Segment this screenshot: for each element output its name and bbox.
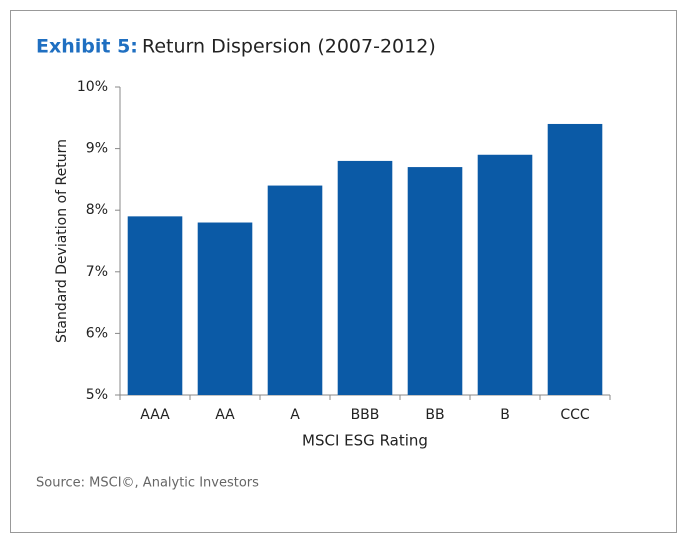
x-tick-label: AAA xyxy=(140,407,170,423)
bar xyxy=(477,154,533,395)
x-axis-title: MSCI ESG Rating xyxy=(302,432,428,450)
x-tick-label: CCC xyxy=(560,407,590,423)
bar xyxy=(197,222,253,395)
y-tick-label: 6% xyxy=(86,325,108,341)
bar xyxy=(337,160,393,395)
x-tick-label: AA xyxy=(215,407,235,423)
y-tick-label: 8% xyxy=(86,202,108,218)
x-tick-label: A xyxy=(290,407,300,423)
y-tick-label: 10% xyxy=(77,79,108,95)
y-tick-label: 7% xyxy=(86,264,108,280)
x-tick-label: BBB xyxy=(351,407,380,423)
y-axis-title: Standard Deviation of Return xyxy=(54,139,70,343)
x-tick-label: B xyxy=(500,407,510,423)
bar xyxy=(547,123,603,396)
chart-title-label: Exhibit 5: xyxy=(36,36,138,58)
bar xyxy=(127,216,183,395)
y-tick-label: 5% xyxy=(86,387,108,403)
x-tick-label: BB xyxy=(425,407,444,423)
y-tick-label: 9% xyxy=(86,141,108,157)
source-note: Source: MSCI©, Analytic Investors xyxy=(36,476,259,491)
chart-title: Return Dispersion (2007-2012) xyxy=(142,36,436,58)
bar xyxy=(267,185,323,395)
bar xyxy=(407,167,463,395)
